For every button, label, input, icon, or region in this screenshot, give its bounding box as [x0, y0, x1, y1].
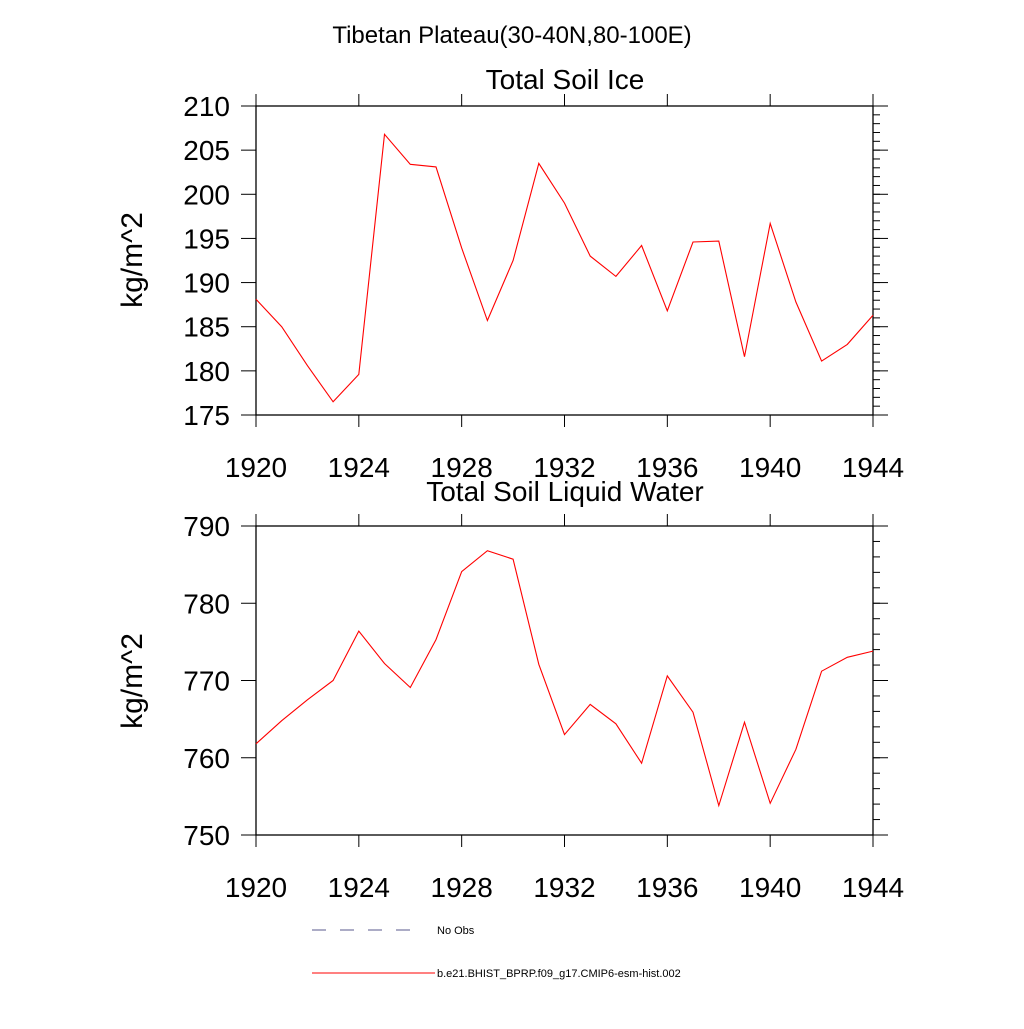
y-tick-label: 750 [183, 820, 230, 851]
panel-title: Total Soil Liquid Water [426, 476, 704, 507]
x-tick-label: 1920 [225, 872, 287, 903]
y-tick-label: 210 [183, 91, 230, 122]
x-tick-label: 1944 [842, 452, 904, 483]
tick-labels: 1920 1924 1928 1932 1936 1940 1944 750 760 770 780… [183, 511, 904, 903]
panel-total-soil-liquid-water: Total Soil Liquid Water kg/m^2 1920 1924 1… [116, 476, 904, 903]
x-tick-label: 1932 [533, 452, 595, 483]
series-lines [255, 132, 874, 403]
y-tick-label: 190 [183, 268, 230, 299]
x-tick-label: 1940 [739, 452, 801, 483]
tick-labels: 1920 1924 1928 1932 1936 1940 1944 175 180 185 190… [183, 91, 904, 483]
legend: No Obs b.e21.BHIST_BPRP.f09_g17.CMIP6-es… [312, 925, 681, 980]
axis-ticks [241, 514, 888, 847]
figure-title: Tibetan Plateau(30-40N,80-100E) [332, 22, 691, 49]
y-tick-label: 790 [183, 511, 230, 542]
x-tick-label: 1928 [431, 452, 493, 483]
legend-label-no-obs: No Obs [437, 925, 475, 937]
y-tick-label: 760 [183, 743, 230, 774]
y-tick-label: 780 [183, 588, 230, 619]
x-tick-label: 1940 [739, 872, 801, 903]
y-axis-label: kg/m^2 [116, 633, 149, 729]
y-tick-label: 195 [183, 223, 230, 254]
y-tick-label: 205 [183, 135, 230, 166]
y-tick-label: 185 [183, 312, 230, 343]
series-line [255, 132, 874, 403]
plot-frame [255, 525, 874, 836]
x-tick-label: 1936 [636, 452, 698, 483]
y-tick-label: 180 [183, 356, 230, 387]
x-tick-label: 1944 [842, 872, 904, 903]
x-tick-label: 1928 [431, 872, 493, 903]
series-line [255, 550, 874, 808]
plot-frame [255, 105, 874, 416]
series-lines [255, 550, 874, 808]
panel-title: Total Soil Ice [486, 64, 645, 95]
y-tick-label: 200 [183, 179, 230, 210]
y-axis-label: kg/m^2 [116, 212, 149, 308]
x-tick-label: 1924 [328, 872, 390, 903]
y-tick-label: 770 [183, 666, 230, 697]
legend-label-model: b.e21.BHIST_BPRP.f09_g17.CMIP6-esm-hist.… [437, 968, 681, 980]
x-tick-label: 1932 [533, 872, 595, 903]
axis-ticks [241, 94, 888, 427]
panel-total-soil-ice: Total Soil Ice kg/m^2 1920 1924 1928 1932 19… [116, 64, 904, 483]
x-tick-label: 1924 [328, 452, 390, 483]
x-tick-label: 1920 [225, 452, 287, 483]
y-tick-label: 175 [183, 400, 230, 431]
x-tick-label: 1936 [636, 872, 698, 903]
